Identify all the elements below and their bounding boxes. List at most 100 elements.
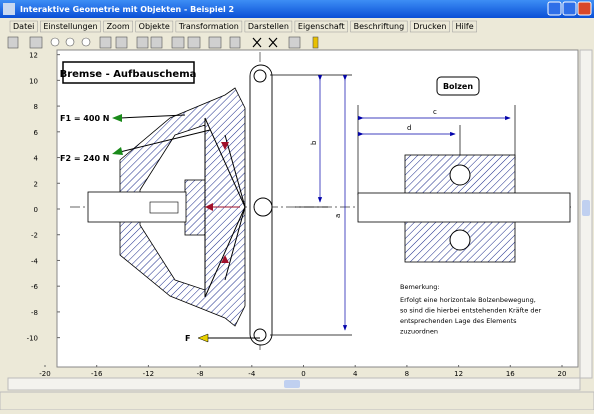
maximize-button[interactable]: [562, 1, 577, 16]
help-button[interactable]: [312, 36, 319, 49]
bolt-hole: [449, 164, 471, 186]
menu-item[interactable]: Einstellungen: [43, 22, 97, 31]
drawing-title: Bremse - Aufbauschema: [60, 69, 197, 80]
menu-item[interactable]: Eigenschaft: [298, 22, 345, 31]
menu-button[interactable]: [244, 20, 293, 33]
x-tick-label: -16: [91, 370, 103, 378]
y-tick-label: -10: [27, 335, 38, 343]
menu-button[interactable]: [135, 20, 174, 33]
y-tick-label: -4: [31, 257, 39, 265]
pivot: [253, 69, 267, 83]
status-bar: [0, 391, 594, 411]
force-label: F2 = 240 N: [60, 154, 109, 163]
app-icon: [3, 3, 15, 15]
print-button[interactable]: [288, 36, 301, 49]
y-tick-label: 12: [29, 52, 38, 60]
y-tick-label: -8: [31, 309, 38, 317]
zoom-button[interactable]: [50, 37, 60, 47]
menu-button[interactable]: [103, 20, 133, 33]
menu-item[interactable]: Drucken: [413, 22, 446, 31]
remark-line: Erfolgt eine horizontale Bolzenbewegung,: [400, 296, 536, 304]
menu-button[interactable]: [294, 20, 348, 33]
axis-ticks: -20 -16 -12 -8 -4 0 4 8 12 16 20121086420-2-4-6-8-…: [27, 52, 567, 378]
menu-button[interactable]: [409, 20, 450, 33]
force-arrow: [197, 333, 209, 343]
pivot: [253, 328, 267, 342]
dimension-lines: [270, 74, 516, 336]
remark-heading: Bemerkung:: [400, 283, 440, 291]
force-label: F1 = 400 N: [60, 114, 109, 123]
toolbar: [7, 36, 319, 49]
tool-button[interactable]: [7, 36, 19, 49]
shaft-slot: [149, 201, 179, 214]
x-tick-label: -20: [39, 370, 50, 378]
tool-button[interactable]: [208, 36, 222, 49]
menu-button[interactable]: [350, 20, 408, 33]
tool-button[interactable]: [150, 36, 163, 49]
title-bar: [0, 0, 594, 18]
menu-button[interactable]: [175, 20, 243, 33]
dimension-label: b: [310, 140, 318, 145]
tool-button[interactable]: [187, 36, 201, 49]
remark-line: zuzuordnen: [400, 328, 438, 336]
minimize-button[interactable]: [547, 1, 562, 16]
close-button[interactable]: [577, 1, 592, 16]
menu-item[interactable]: Zoom: [107, 22, 130, 31]
x-tick-label: 4: [353, 370, 358, 378]
window-title: Interaktive Geometrie mit Objekten - Bei…: [20, 5, 234, 14]
menu-item[interactable]: Darstellen: [248, 22, 289, 31]
menu-button[interactable]: [40, 20, 101, 33]
label-box: [436, 76, 480, 96]
remark: Erfolgt eine horizontale Bolzenbewegung,…: [400, 296, 542, 336]
menu-item[interactable]: Transformation: [178, 22, 239, 31]
drawing: [62, 52, 572, 350]
dimension-label: c: [433, 108, 437, 116]
tool-button[interactable]: [99, 36, 112, 49]
y-tick-label: 2: [34, 180, 38, 188]
menu-button[interactable]: [9, 20, 38, 33]
y-tick-label: -2: [31, 232, 38, 240]
y-tick-label: 8: [34, 103, 38, 111]
tool-button[interactable]: [171, 36, 185, 49]
y-tick-label: 6: [34, 129, 39, 137]
x-tick-label: -4: [248, 370, 256, 378]
remark-line: so sind die hierbei entstehenden Kräfte …: [400, 307, 542, 315]
remark-line: entsprechenden Lage des Elements: [400, 317, 517, 325]
title-box: [62, 61, 195, 84]
scroll-thumb[interactable]: [582, 200, 590, 216]
menu-item[interactable]: Beschriftung: [354, 22, 405, 31]
bolt-shaft: [357, 192, 571, 223]
menu-button[interactable]: [452, 20, 477, 33]
x-tick-label: -8: [197, 370, 204, 378]
menu-item[interactable]: Datei: [13, 22, 34, 31]
linkage: [224, 134, 246, 281]
menu-bar: Datei Einstellungen Zoom Objekte Transformat…: [9, 20, 477, 33]
tool-button[interactable]: [136, 36, 149, 49]
bolt-hole: [449, 229, 471, 251]
y-tick-label: 10: [29, 77, 38, 85]
y-tick-label: 4: [34, 155, 39, 163]
tool-button[interactable]: [229, 36, 241, 49]
tool-button[interactable]: [115, 36, 128, 49]
zoom-button[interactable]: [81, 37, 91, 47]
menu-item[interactable]: Hilfe: [455, 22, 473, 31]
x-tick-label: -12: [143, 370, 154, 378]
force-arrow: [112, 114, 122, 122]
y-tick-label: -6: [31, 283, 39, 291]
force-label: F: [185, 334, 190, 343]
x-tick-label: 0: [301, 370, 305, 378]
force-line: [119, 114, 186, 119]
zoom-button[interactable]: [65, 37, 75, 47]
tool-button[interactable]: [252, 37, 278, 48]
x-tick-label: 12: [454, 370, 463, 378]
tool-button[interactable]: [29, 36, 43, 49]
dimension-label: a: [334, 214, 342, 218]
pivot: [253, 197, 273, 217]
scroll-thumb[interactable]: [284, 380, 300, 388]
menu-item[interactable]: Objekte: [139, 22, 170, 31]
hub: [184, 179, 206, 236]
x-tick-label: 8: [405, 370, 409, 378]
force-line: [119, 129, 211, 153]
y-tick-label: 0: [34, 206, 38, 214]
